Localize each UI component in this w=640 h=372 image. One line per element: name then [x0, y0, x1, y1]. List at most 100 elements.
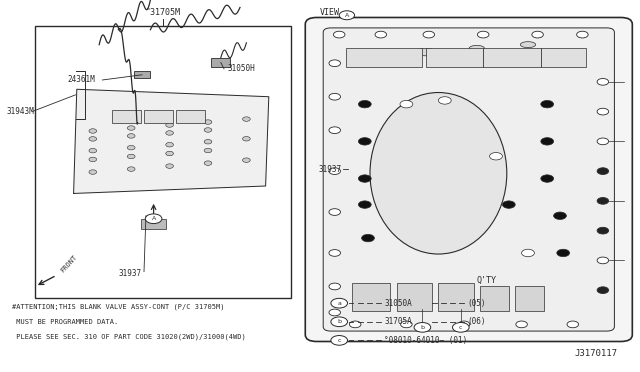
FancyBboxPatch shape	[323, 28, 614, 331]
Circle shape	[597, 287, 609, 294]
Text: J3170117: J3170117	[575, 349, 618, 358]
Circle shape	[541, 175, 554, 182]
Text: °08010-64010― (01): °08010-64010― (01)	[384, 336, 467, 345]
Text: 31050A: 31050A	[384, 299, 412, 308]
Circle shape	[166, 123, 173, 127]
Circle shape	[423, 31, 435, 38]
Circle shape	[452, 323, 469, 332]
Circle shape	[204, 148, 212, 153]
Circle shape	[127, 154, 135, 159]
Circle shape	[557, 249, 570, 257]
Circle shape	[516, 321, 527, 328]
Ellipse shape	[416, 48, 435, 56]
Circle shape	[329, 60, 340, 67]
Bar	[176, 110, 205, 123]
Text: (05): (05)	[467, 299, 486, 308]
Circle shape	[458, 321, 470, 328]
Circle shape	[243, 117, 250, 121]
Bar	[35, 26, 291, 298]
Bar	[480, 286, 509, 311]
Bar	[352, 283, 390, 311]
Circle shape	[597, 78, 609, 85]
Circle shape	[597, 138, 609, 145]
Circle shape	[414, 323, 431, 332]
Text: b: b	[420, 325, 424, 330]
Circle shape	[541, 100, 554, 108]
Circle shape	[204, 161, 212, 165]
Circle shape	[532, 31, 543, 38]
Text: #ATTENTION;THIS BLANK VALVE ASSY-CONT (P/C 31705M): #ATTENTION;THIS BLANK VALVE ASSY-CONT (P…	[12, 304, 224, 310]
Text: 31050H: 31050H	[227, 64, 255, 73]
Circle shape	[127, 134, 135, 138]
Text: c: c	[459, 325, 463, 330]
Circle shape	[243, 137, 250, 141]
Circle shape	[358, 201, 371, 208]
Circle shape	[554, 212, 566, 219]
Bar	[211, 58, 230, 67]
Circle shape	[400, 100, 413, 108]
Circle shape	[204, 120, 212, 124]
Circle shape	[243, 158, 250, 162]
Text: FRONT: FRONT	[60, 254, 79, 273]
Circle shape	[567, 321, 579, 328]
Circle shape	[329, 250, 340, 256]
Text: 24361M: 24361M	[67, 76, 95, 84]
Bar	[112, 110, 141, 123]
Circle shape	[89, 157, 97, 162]
Circle shape	[597, 257, 609, 264]
Circle shape	[89, 170, 97, 174]
Circle shape	[166, 131, 173, 135]
Circle shape	[333, 31, 345, 38]
Circle shape	[401, 321, 412, 328]
Bar	[134, 71, 150, 78]
Text: A: A	[345, 13, 349, 18]
Text: b: b	[337, 319, 341, 324]
Bar	[483, 48, 541, 67]
Circle shape	[89, 129, 97, 133]
Circle shape	[541, 138, 554, 145]
Circle shape	[358, 175, 371, 182]
Circle shape	[127, 167, 135, 171]
Bar	[515, 286, 544, 311]
Circle shape	[89, 137, 97, 141]
Circle shape	[597, 227, 609, 234]
Circle shape	[127, 145, 135, 150]
Ellipse shape	[370, 93, 507, 254]
Bar	[426, 48, 483, 67]
Circle shape	[358, 138, 371, 145]
Circle shape	[329, 283, 340, 290]
Bar	[397, 283, 432, 311]
Bar	[541, 48, 586, 67]
Text: 31937: 31937	[118, 269, 141, 278]
Circle shape	[362, 234, 374, 242]
Bar	[141, 219, 166, 229]
Circle shape	[329, 309, 340, 316]
Polygon shape	[74, 89, 269, 193]
Bar	[438, 283, 474, 311]
Circle shape	[331, 317, 348, 327]
Circle shape	[331, 336, 348, 345]
Text: (06): (06)	[467, 317, 486, 326]
Circle shape	[166, 164, 173, 168]
Text: c: c	[337, 338, 341, 343]
Text: MUST BE PROGRAMMED DATA.: MUST BE PROGRAMMED DATA.	[12, 319, 118, 325]
Circle shape	[597, 108, 609, 115]
Circle shape	[329, 209, 340, 215]
Circle shape	[490, 153, 502, 160]
Text: Q'TY: Q'TY	[476, 276, 497, 285]
Text: VIEW: VIEW	[320, 8, 340, 17]
Circle shape	[166, 142, 173, 147]
Text: PLEASE SEE SEC. 310 OF PART CODE 31020(2WD)/31000(4WD): PLEASE SEE SEC. 310 OF PART CODE 31020(2…	[12, 333, 245, 340]
Circle shape	[166, 151, 173, 156]
Bar	[144, 110, 173, 123]
Circle shape	[477, 31, 489, 38]
Text: 31937: 31937	[319, 165, 342, 174]
Circle shape	[329, 168, 340, 174]
Circle shape	[339, 11, 355, 20]
Circle shape	[358, 100, 371, 108]
Circle shape	[502, 201, 515, 208]
Text: 31943M: 31943M	[6, 107, 34, 116]
Circle shape	[522, 249, 534, 257]
Circle shape	[204, 140, 212, 144]
Circle shape	[438, 97, 451, 104]
